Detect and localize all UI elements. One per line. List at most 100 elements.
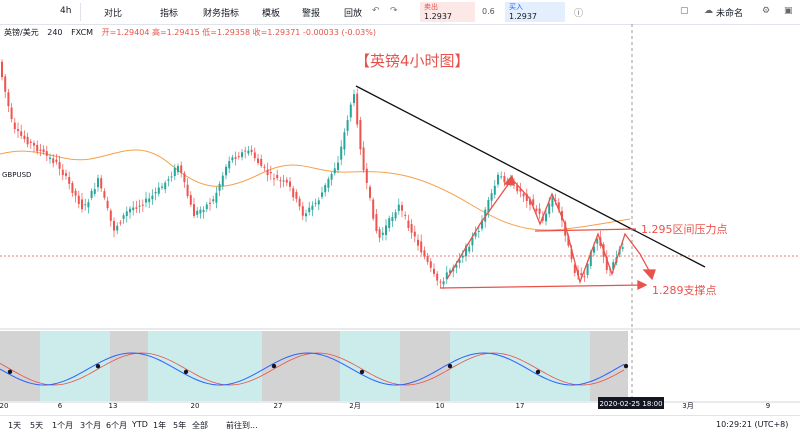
candle-body — [516, 185, 519, 192]
toolbar-item[interactable]: 模板 — [262, 9, 281, 19]
candle-body — [13, 122, 16, 130]
candle-body — [391, 217, 394, 222]
candle-body — [253, 152, 256, 159]
undo-icon[interactable]: ↶ — [372, 6, 380, 16]
buy-box[interactable]: 买入 1.2937 — [505, 2, 565, 22]
candle-body — [612, 262, 615, 270]
oscillator — [0, 352, 629, 386]
candle-body — [202, 210, 205, 213]
layout-name[interactable]: 未命名 — [716, 9, 744, 19]
range-button[interactable]: 1天 — [8, 421, 22, 430]
candle-body — [154, 192, 157, 194]
candle-body — [458, 259, 461, 263]
candle-body — [273, 178, 275, 180]
candle-body — [321, 192, 323, 197]
cross-dot — [447, 363, 453, 369]
camera-icon[interactable]: ▣ — [784, 6, 793, 16]
toolbar-item[interactable]: 回放 — [344, 9, 363, 19]
candle-body — [218, 183, 221, 191]
candle-body — [413, 231, 416, 237]
range-button[interactable]: 5年 — [173, 421, 187, 430]
candle-body — [567, 235, 570, 246]
toolbar-item[interactable]: 财务指标 — [203, 9, 240, 19]
toolbar-item[interactable]: 警报 — [302, 9, 321, 19]
candle-body — [90, 190, 93, 199]
candle-body — [125, 211, 128, 217]
candle-body — [525, 193, 528, 201]
candle-body — [327, 178, 330, 188]
candle-body — [266, 169, 269, 176]
legend-symbol: 英镑/美元 — [4, 28, 39, 37]
range-button[interactable]: 1个月 — [52, 421, 74, 430]
clock: 10:29:21 (UTC+8) — [716, 420, 789, 429]
candle-body — [324, 185, 327, 193]
candle-body — [426, 256, 429, 262]
candle-body — [58, 162, 61, 169]
candle-body — [263, 166, 266, 168]
candle-body — [221, 175, 224, 187]
candle-body — [340, 146, 343, 160]
candle-body — [74, 190, 77, 196]
candle-body — [4, 76, 7, 92]
sell-price: 1.2937 — [424, 12, 452, 21]
candle-body — [545, 213, 547, 222]
candle-body — [285, 179, 288, 183]
candle-body — [372, 199, 375, 219]
candle-body — [589, 251, 592, 267]
candle-body — [596, 238, 599, 244]
info-icon[interactable]: ⓘ — [574, 9, 584, 19]
settings-icon[interactable]: ⚙ — [762, 6, 771, 16]
candle-body — [151, 195, 154, 200]
candle-body — [461, 255, 464, 258]
candle-body — [401, 205, 403, 211]
candle-body — [449, 270, 451, 273]
candle-body — [225, 166, 227, 176]
candle-body — [535, 208, 538, 212]
candle-body — [580, 273, 583, 276]
candle-body — [177, 165, 179, 173]
candle-body — [439, 281, 442, 283]
layout-icon[interactable]: ▢ — [680, 6, 689, 16]
candle-body — [161, 186, 163, 188]
candle-body — [317, 200, 320, 205]
toolbar-item[interactable]: 指标 — [160, 9, 179, 19]
time-label: 9 — [766, 402, 770, 410]
candle-body — [298, 198, 301, 207]
candle-body — [337, 162, 339, 170]
candle-body — [465, 245, 467, 257]
range-button[interactable]: YTD — [132, 420, 148, 429]
candle-body — [471, 237, 474, 246]
candle-body — [522, 193, 525, 197]
indicator-band — [590, 331, 628, 401]
range-button[interactable]: 6个月 — [106, 421, 128, 430]
range-button[interactable]: 3个月 — [80, 421, 102, 430]
candle-body — [397, 204, 400, 211]
candle-body — [189, 195, 192, 205]
range-button[interactable]: 5天 — [30, 421, 44, 430]
candle-body — [234, 157, 237, 159]
time-label: 27 — [274, 402, 283, 410]
buy-label: 买入 — [509, 3, 523, 11]
candle-body — [20, 131, 23, 136]
interval-button[interactable]: 4h — [60, 6, 72, 16]
candle-body — [497, 174, 499, 185]
candle-body — [52, 158, 55, 164]
candle-body — [404, 214, 407, 216]
candle-body — [442, 281, 445, 285]
candle-body — [135, 207, 138, 209]
toolbar-item[interactable]: 对比 — [104, 9, 123, 19]
candle-body — [55, 159, 58, 162]
sell-box[interactable]: 卖出 1.2937 — [420, 2, 475, 22]
candle-body — [554, 200, 557, 202]
candle-body — [215, 192, 218, 203]
candle-body — [583, 276, 586, 278]
cloud-icon[interactable]: ☁ — [704, 6, 713, 16]
legend: 英镑/美元 240 FXCM 开=1.29404 高=1.29415 低=1.2… — [4, 27, 376, 38]
range-button[interactable]: 1年 — [153, 421, 167, 430]
buy-price: 1.2937 — [509, 12, 537, 21]
range-button[interactable]: 全部 — [192, 421, 208, 430]
candle-body — [42, 149, 45, 153]
goto-button[interactable]: 前往到... — [226, 421, 258, 430]
redo-icon[interactable]: ↷ — [390, 6, 398, 16]
candle-body — [570, 249, 573, 260]
